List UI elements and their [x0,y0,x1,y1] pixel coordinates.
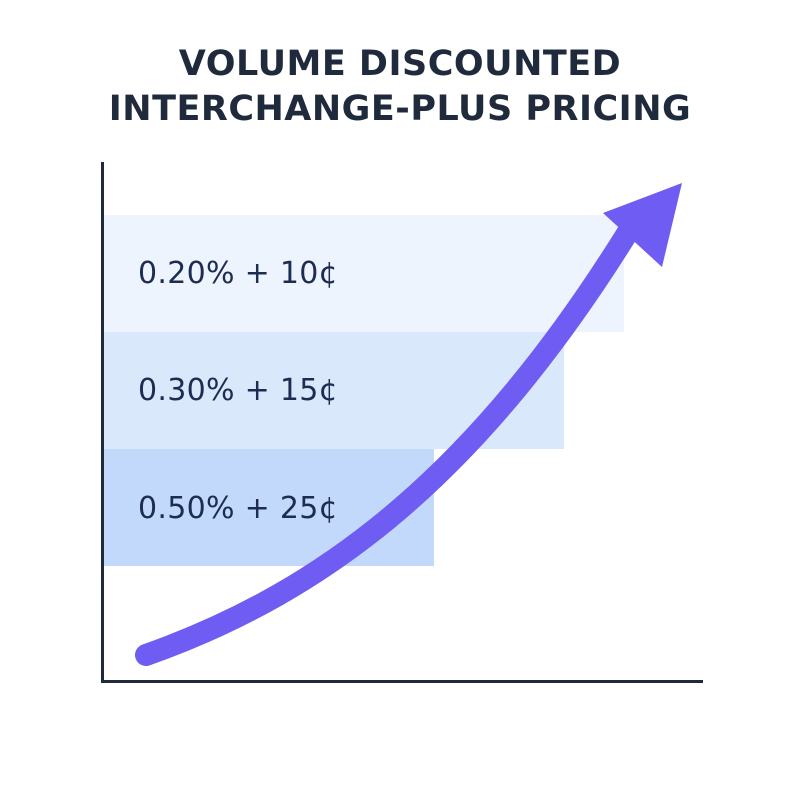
title-line-2: INTERCHANGE-PLUS PRICING [108,89,692,129]
tier-label-low-rate: 0.20% + 10¢ [138,256,339,291]
arrow-shaft [135,221,639,666]
tier-label-mid-rate: 0.30% + 15¢ [138,373,339,408]
x-axis [101,680,703,683]
tier-band-high-rate [104,449,434,566]
y-axis [101,162,104,683]
title-line-1: VOLUME DISCOUNTED [178,44,622,84]
tier-label-high-rate: 0.50% + 25¢ [138,491,339,526]
arrow-head [603,183,682,267]
tier-band-low-rate [104,215,624,332]
